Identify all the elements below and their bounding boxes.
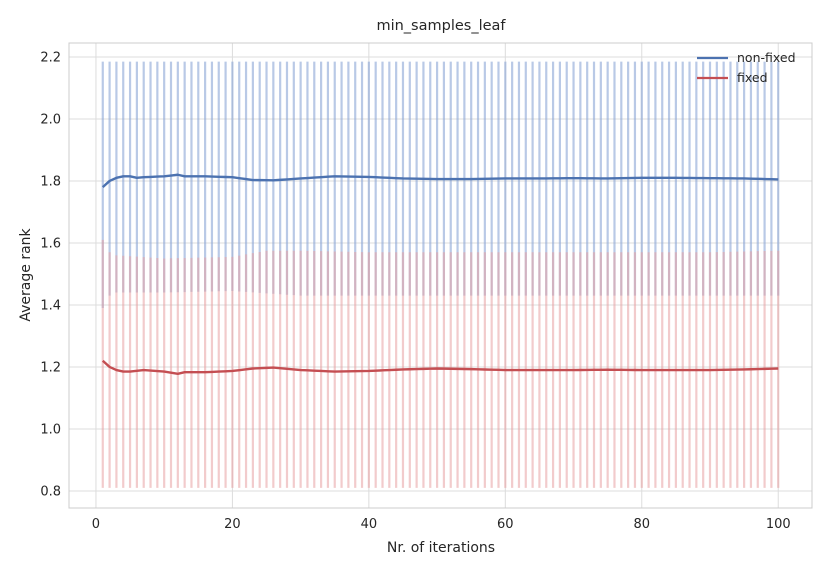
y-tick-label: 1.0: [40, 422, 61, 437]
y-axis-label: Average rank: [18, 227, 34, 321]
x-tick-label: 40: [361, 517, 378, 532]
x-axis-label: Nr. of iterations: [387, 540, 495, 556]
y-tick-label: 1.2: [40, 360, 61, 375]
y-axis-ticks: 0.8 1.0 1.2 1.4 1.6 1.8 2.0 2.2: [40, 50, 61, 499]
y-tick-label: 0.8: [40, 484, 61, 499]
legend: non-fixed fixed: [697, 50, 796, 85]
x-tick-label: 100: [766, 517, 791, 532]
x-tick-label: 0: [92, 517, 100, 532]
series-line-non-fixed: [101, 173, 779, 189]
y-tick-label: 2.0: [40, 112, 61, 127]
y-tick-label: 2.2: [40, 50, 61, 65]
series-lines: [101, 173, 779, 375]
y-tick-label: 1.4: [40, 298, 61, 313]
series-line-fixed: [101, 359, 779, 375]
legend-label-non-fixed: non-fixed: [737, 50, 796, 65]
x-tick-label: 60: [497, 517, 514, 532]
y-tick-label: 1.8: [40, 174, 61, 189]
plot-area: [69, 43, 812, 508]
x-axis-ticks: 0 20 40 60 80 100: [92, 517, 791, 532]
plot-frame: [68, 42, 813, 509]
chart-title: min_samples_leaf: [376, 18, 506, 34]
x-tick-label: 20: [224, 517, 241, 532]
y-tick-label: 1.6: [40, 236, 61, 251]
x-tick-label: 80: [633, 517, 650, 532]
legend-label-fixed: fixed: [737, 70, 768, 85]
